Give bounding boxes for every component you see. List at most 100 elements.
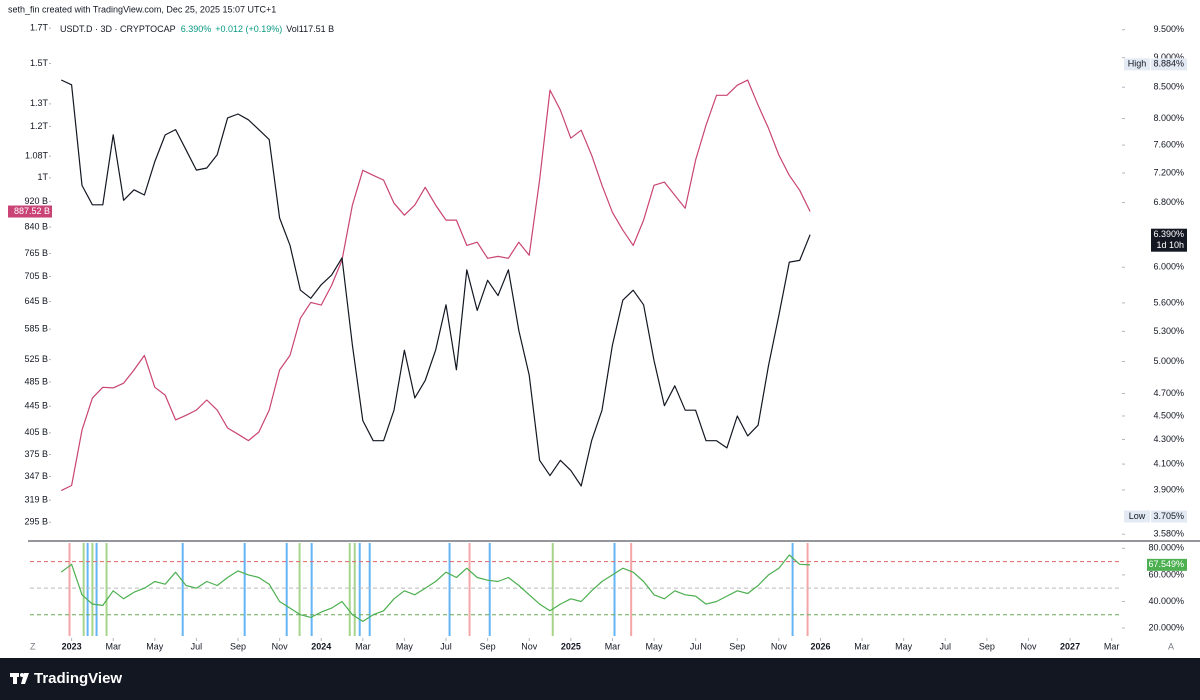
y2-tick-label: 4.300% [1153,434,1184,444]
y2-tick-label: 4.700% [1153,388,1184,398]
x-tick-label: May [895,641,913,651]
y2-tick-label: 5.300% [1153,326,1184,336]
series-line [60,79,811,487]
high-tag-box [1124,58,1150,71]
countdown: 1d 10h [1156,240,1184,250]
last-price-box [1151,228,1187,252]
y2-tick-label: 8.500% [1153,82,1184,92]
x-tick-label: Sep [979,641,995,651]
indicator-value-box [1147,558,1187,571]
y2-tick-label: 9.000% [1153,52,1184,62]
legend: USDT.D · 3D · CRYPTOCAP 6.390% +0.012 (+0.… [60,24,334,34]
y-tick-label: 1T [37,172,48,182]
last-value-box [8,205,52,218]
x-tick-label: Mar [355,641,371,651]
y2-tick-label: 3.900% [1153,484,1184,494]
y-tick-label: 1.3T [30,98,49,108]
x-tick-label: Jul [940,641,952,651]
brand-logo [10,673,29,684]
indicator-tick-label: 20.000% [1148,622,1184,632]
y-tick-label: 920 B [24,196,48,206]
last-value-label: 887.52 B [14,206,50,216]
x-tick-label: 2023 [62,641,82,651]
series-line [60,79,811,492]
y-tick-label: 445 B [24,401,48,411]
indicator-tick-label: 80.000% [1148,543,1184,553]
y2-tick-label: 4.500% [1153,410,1184,420]
y-tick-label: 375 B [24,449,48,459]
x-tick-label: 2027 [1060,641,1080,651]
indicator-tick-label: 40.000% [1148,596,1184,606]
x-tick-label: Jul [690,641,702,651]
y2-tick-label: 4.100% [1153,458,1184,468]
x-tick-label: Sep [729,641,745,651]
x-tick-label: Mar [605,641,621,651]
x-tick-label: Mar [105,641,121,651]
logo-part [21,673,29,684]
brand: TradingView [34,670,122,687]
legend-change: +0.012 (+0.19%) [215,24,282,34]
y-tick-label: 525 B [24,354,48,364]
y2-tick-label: 5.000% [1153,356,1184,366]
y-tick-label: 1.08T [25,151,49,161]
y-tick-label: 319 B [24,495,48,505]
y-tick-label: 705 B [24,271,48,281]
y2-tick-label: 6.000% [1153,262,1184,272]
high-value: 8.884% [1153,59,1184,69]
last-price-label: 6.390% [1153,229,1184,239]
axis-button[interactable]: Z [30,641,36,651]
axis-button[interactable]: A [1168,641,1174,651]
legend-vol: 117.51 B [299,24,334,34]
low-value: 3.705% [1153,511,1184,521]
y2-tick-label: 6.800% [1153,197,1184,207]
x-tick-label: Nov [1020,641,1037,651]
y-tick-label: 1.5T [30,58,49,68]
y-tick-label: 765 B [24,248,48,258]
y-tick-label: 347 B [24,471,48,481]
x-tick-label: Nov [771,641,788,651]
y-tick-label: 585 B [24,323,48,333]
x-tick-label: Jul [191,641,203,651]
low-value-box [1151,510,1187,523]
footer [0,658,1200,700]
high-value-box [1151,58,1187,71]
x-tick-label: Mar [1104,641,1120,651]
y-tick-label: 840 B [24,221,48,231]
x-tick-label: 2026 [810,641,830,651]
legend-vol-label: Vol [286,24,299,34]
low-tag-box [1124,510,1150,523]
x-tick-label: 2025 [561,641,581,651]
y-tick-label: 485 B [24,376,48,386]
y2-tick-label: 7.200% [1153,167,1184,177]
y-tick-label: 295 B [24,517,48,527]
x-tick-label: 2024 [311,641,331,651]
x-tick-label: May [146,641,164,651]
legend-symbol: USDT.D · 3D · CRYPTOCAP [60,24,176,34]
y2-tick-label: 3.580% [1153,529,1184,539]
series-line [60,554,811,622]
y2-tick-label: 9.500% [1153,24,1184,34]
indicator-tick-label: 60.000% [1148,569,1184,579]
logo-part [20,673,24,677]
high-tag: High [1128,59,1147,69]
x-tick-label: Jul [440,641,452,651]
low-tag: Low [1129,511,1146,521]
y-tick-label: 1.2T [30,121,49,131]
x-tick-label: May [396,641,414,651]
logo-part [13,673,17,684]
y-tick-label: 645 B [24,296,48,306]
y2-tick-label: 5.600% [1153,297,1184,307]
x-tick-label: Mar [854,641,870,651]
y2-tick-label: 7.600% [1153,139,1184,149]
x-tick-label: Nov [272,641,289,651]
y-tick-label: 405 B [24,427,48,437]
header: seth_fin created with TradingView.com, D… [8,4,276,14]
x-tick-label: Nov [521,641,538,651]
legend-price: 6.390% [181,24,212,34]
y-tick-label: 1.7T [30,23,49,33]
x-tick-label: May [646,641,664,651]
x-tick-label: Sep [480,641,496,651]
x-tick-label: Sep [230,641,246,651]
